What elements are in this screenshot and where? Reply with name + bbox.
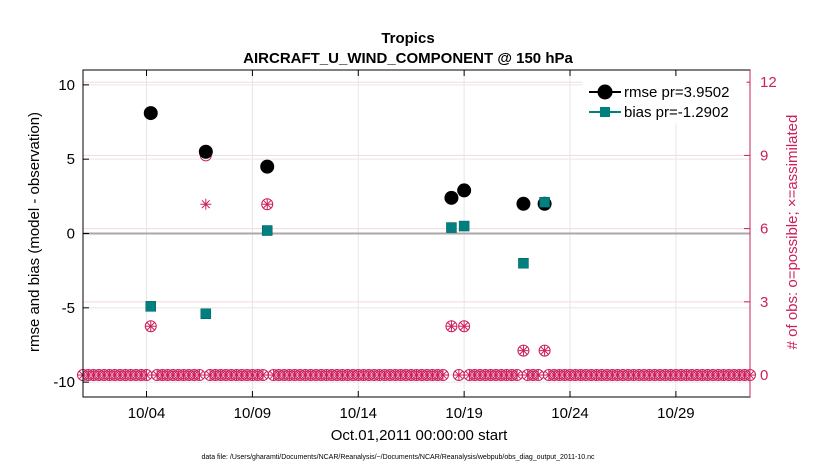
obs-assimilated-marker bbox=[200, 198, 212, 210]
rmse-point bbox=[260, 159, 275, 174]
chart-title: Tropics bbox=[381, 30, 434, 47]
ticks: 10/04 10/09 10/14 10/19 10/24 10/29 -10 -5 0 5 10 0… bbox=[53, 70, 777, 422]
legend-rmse-label: rmse pr=3.9502 bbox=[624, 84, 729, 101]
rmse-point bbox=[143, 106, 158, 121]
x-tick-label: 10/14 bbox=[339, 405, 377, 422]
y-axis-label: rmse and bias (model - observation) bbox=[26, 112, 43, 352]
chart-subtitle: AIRCRAFT_U_WIND_COMPONENT @ 150 hPa bbox=[243, 50, 573, 67]
right-y-tick-label: 3 bbox=[760, 294, 768, 311]
y-tick-label: 0 bbox=[67, 226, 75, 243]
x-tick-label: 10/04 bbox=[128, 405, 166, 422]
rmse-point bbox=[444, 190, 459, 205]
legend-rmse-marker bbox=[597, 84, 613, 100]
observation-count-markers bbox=[77, 149, 756, 382]
obs-assimilated-marker bbox=[437, 369, 449, 381]
y-axis-label-right: # of obs: o=possible; ×=assimilated bbox=[784, 115, 801, 350]
bias-point bbox=[261, 225, 273, 236]
bias-point bbox=[446, 222, 457, 233]
series-markers bbox=[143, 106, 552, 320]
legend-box bbox=[582, 76, 747, 124]
right-y-tick-label: 12 bbox=[760, 74, 777, 91]
obs-assimilated-marker bbox=[261, 198, 273, 210]
legend-bias-label: bias pr=-1.2902 bbox=[624, 104, 729, 121]
x-tick-label: 10/24 bbox=[551, 405, 589, 422]
obs-assimilated-marker bbox=[257, 369, 269, 381]
obs-assimilated-marker bbox=[532, 369, 544, 381]
bias-point bbox=[145, 301, 157, 312]
obs-assimilated-marker bbox=[517, 345, 529, 357]
rmse-point bbox=[198, 144, 213, 159]
obs-assimilated-marker bbox=[193, 369, 205, 381]
bias-point bbox=[458, 220, 470, 232]
right-y-tick-label: 6 bbox=[760, 221, 768, 238]
bias-point bbox=[539, 197, 550, 208]
obs-assimilated-marker bbox=[539, 345, 551, 357]
obs-assimilated-marker bbox=[453, 369, 465, 381]
rmse-point bbox=[516, 196, 531, 211]
right-y-tick-label: 0 bbox=[760, 367, 768, 384]
obs-assimilated-marker bbox=[511, 369, 523, 381]
bias-point bbox=[200, 308, 212, 320]
legend-bias-marker bbox=[600, 107, 610, 117]
y-tick-label: -5 bbox=[62, 300, 75, 317]
x-tick-label: 10/29 bbox=[657, 405, 695, 422]
right-y-tick-label: 9 bbox=[760, 147, 768, 164]
x-axis-label: Oct.01,2011 00:00:00 start bbox=[331, 427, 508, 444]
data-file-footnote: data file: /Users/gharamti/Documents/NCA… bbox=[201, 454, 595, 461]
obs-assimilated-marker bbox=[141, 369, 153, 381]
bias-point bbox=[518, 257, 529, 269]
x-tick-label: 10/09 bbox=[234, 405, 272, 422]
obs-assimilated-marker bbox=[458, 320, 470, 332]
x-tick-label: 10/19 bbox=[445, 405, 483, 422]
y-tick-label: 10 bbox=[58, 77, 75, 94]
y-tick-label: 5 bbox=[67, 151, 75, 168]
obs-assimilated-marker bbox=[445, 320, 457, 332]
y-tick-label: -10 bbox=[53, 374, 75, 391]
legend: rmse pr=3.9502 bias pr=-1.2902 bbox=[582, 76, 747, 124]
obs-assimilated-marker bbox=[145, 320, 157, 332]
rmse-point bbox=[457, 183, 472, 198]
